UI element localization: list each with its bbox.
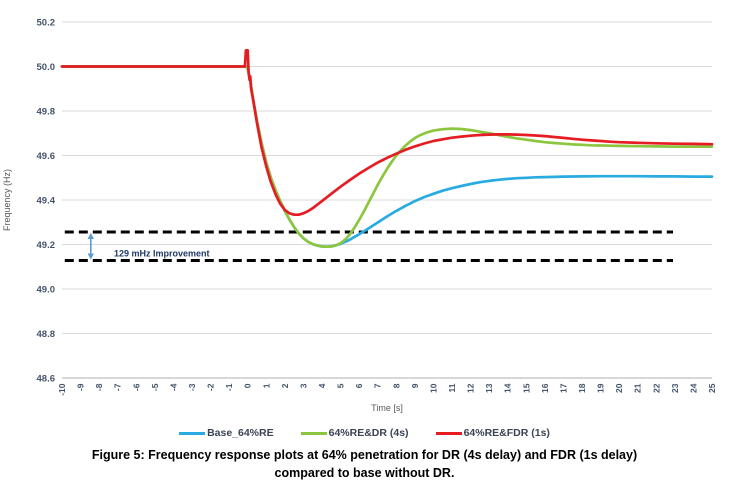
figure-caption: Figure 5: Frequency response plots at 64… [0,447,729,483]
series-line-2 [60,48,714,217]
legend-item-0: Base_64%RE [179,427,274,439]
y-tick-label: 50.0 [37,62,56,73]
x-tick-label: -5 [150,383,160,391]
x-tick-label: 17 [558,383,568,393]
improvement-arrow-head-down [87,253,94,260]
y-tick-label: 49.2 [37,240,56,251]
x-tick-label: 7 [373,383,383,388]
x-tick-label: -7 [113,383,123,391]
improvement-label: 129 mHz Improvement [114,248,210,258]
x-tick-label: 16 [540,383,550,393]
y-tick-label: 49.4 [37,196,56,207]
caption-line-1: Figure 5: Frequency response plots at 64… [91,448,638,462]
x-tick-label: -6 [131,383,141,391]
x-tick-label: 11 [447,383,457,392]
x-tick-label: 24 [688,383,698,393]
improvement-arrow-head-up [87,233,94,240]
x-tick-label: 22 [651,383,661,393]
y-axis-title: Frequency (Hz) [2,169,12,231]
x-tick-label: -8 [94,383,104,391]
x-tick-label: 13 [484,383,494,393]
x-tick-label: -3 [187,383,197,391]
x-tick-label: 12 [466,383,476,393]
x-axis-title: Time [s] [371,403,403,413]
x-tick-label: 20 [614,383,624,393]
chart-legend: Base_64%RE 64%RE&DR (4s) 64%RE&FDR (1s) [0,427,729,439]
legend-label: 64%RE&DR (4s) [328,427,409,439]
x-tick-label: 2 [280,383,290,388]
legend-label: 64%RE&FDR (1s) [463,427,550,439]
y-tick-label: 49.6 [37,151,56,162]
x-tick-label: -1 [224,383,234,391]
frequency-response-chart: 48.648.849.049.249.449.649.850.050.2-10-… [2,18,717,414]
x-tick-label: 8 [391,383,401,388]
x-tick-label: -2 [206,383,216,391]
x-tick-label: 23 [670,383,680,393]
legend-item-1: 64%RE&DR (4s) [300,427,409,439]
legend-swatch-icon [300,431,327,435]
x-tick-label: 19 [596,383,606,393]
legend-label: Base_64%RE [207,427,274,439]
legend-swatch-icon [435,431,462,435]
y-tick-label: 50.2 [37,18,56,29]
x-tick-label: 10 [428,383,438,393]
x-tick-label: 15 [521,383,531,393]
x-tick-label: 9 [410,383,420,388]
x-tick-label: 18 [577,383,587,393]
x-tick-label: -4 [168,383,178,391]
y-tick-label: 49.8 [37,107,56,118]
x-tick-label: 4 [317,383,327,388]
x-tick-label: 0 [243,383,253,388]
x-tick-label: 6 [354,383,364,388]
y-tick-label: 48.8 [37,329,56,340]
x-tick-label: 5 [336,383,346,388]
y-tick-label: 49.0 [37,285,56,296]
legend-item-2: 64%RE&FDR (1s) [435,427,550,439]
legend-swatch-icon [179,431,206,435]
x-tick-label: 14 [503,383,513,393]
x-tick-label: 25 [707,383,717,393]
x-tick-label: -9 [76,383,86,391]
caption-line-2: compared to base without DR. [274,465,455,480]
y-tick-label: 48.6 [37,374,56,385]
x-tick-label: 1 [261,383,271,388]
x-tick-label: -10 [57,383,67,396]
x-tick-label: 3 [298,383,308,388]
x-tick-label: 21 [633,383,643,393]
